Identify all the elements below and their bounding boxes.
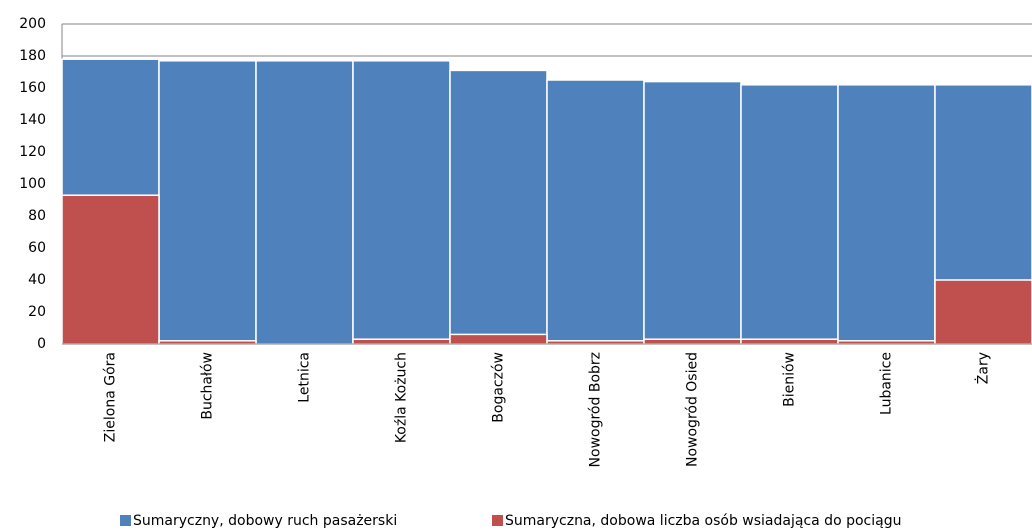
x-tick-label: Letnica — [297, 352, 313, 403]
bar — [158, 60, 257, 345]
y-tick-label: 140 — [19, 112, 46, 128]
y-tick-label: 100 — [19, 176, 46, 192]
x-tick-label: Lubanice — [879, 352, 895, 415]
bar — [449, 333, 548, 345]
bar — [837, 84, 936, 345]
bar — [740, 338, 839, 345]
bar — [352, 60, 451, 345]
y-tick-label: 160 — [19, 80, 46, 96]
bar — [643, 338, 742, 345]
legend-swatch — [492, 515, 503, 526]
bar — [546, 79, 645, 345]
bar — [255, 60, 354, 345]
x-tick-label: Nowogród Osied — [685, 352, 701, 467]
bar — [740, 84, 839, 345]
legend-label: Sumaryczna, dobowa liczba osób wsiadając… — [505, 513, 901, 529]
y-tick-label: 60 — [28, 240, 46, 256]
bar — [934, 279, 1032, 345]
x-tick-label: Bieniów — [782, 352, 798, 407]
x-tick-label: Buchałów — [200, 352, 216, 420]
x-tick-label: Zielona Góra — [103, 352, 119, 442]
bar — [61, 194, 160, 345]
x-tick-label: Żary — [974, 352, 992, 384]
x-tick-label: Bogaczów — [491, 352, 507, 423]
x-tick-label: Nowogród Bobrz — [588, 352, 604, 467]
y-tick-label: 0 — [37, 336, 46, 352]
y-tick-label: 20 — [28, 304, 46, 320]
y-tick-label: 40 — [28, 272, 46, 288]
y-tick-label: 80 — [28, 208, 46, 224]
x-tick-label: Koźla Kożuch — [394, 352, 410, 443]
y-tick-label: 120 — [19, 144, 46, 160]
y-tick-label: 200 — [19, 16, 46, 32]
y-tick-label: 180 — [19, 48, 46, 64]
bar — [352, 338, 451, 345]
bar — [643, 80, 742, 345]
bar — [449, 69, 548, 345]
legend-swatch — [120, 515, 131, 526]
legend-label: Sumaryczny, dobowy ruch pasażerski — [133, 513, 397, 529]
